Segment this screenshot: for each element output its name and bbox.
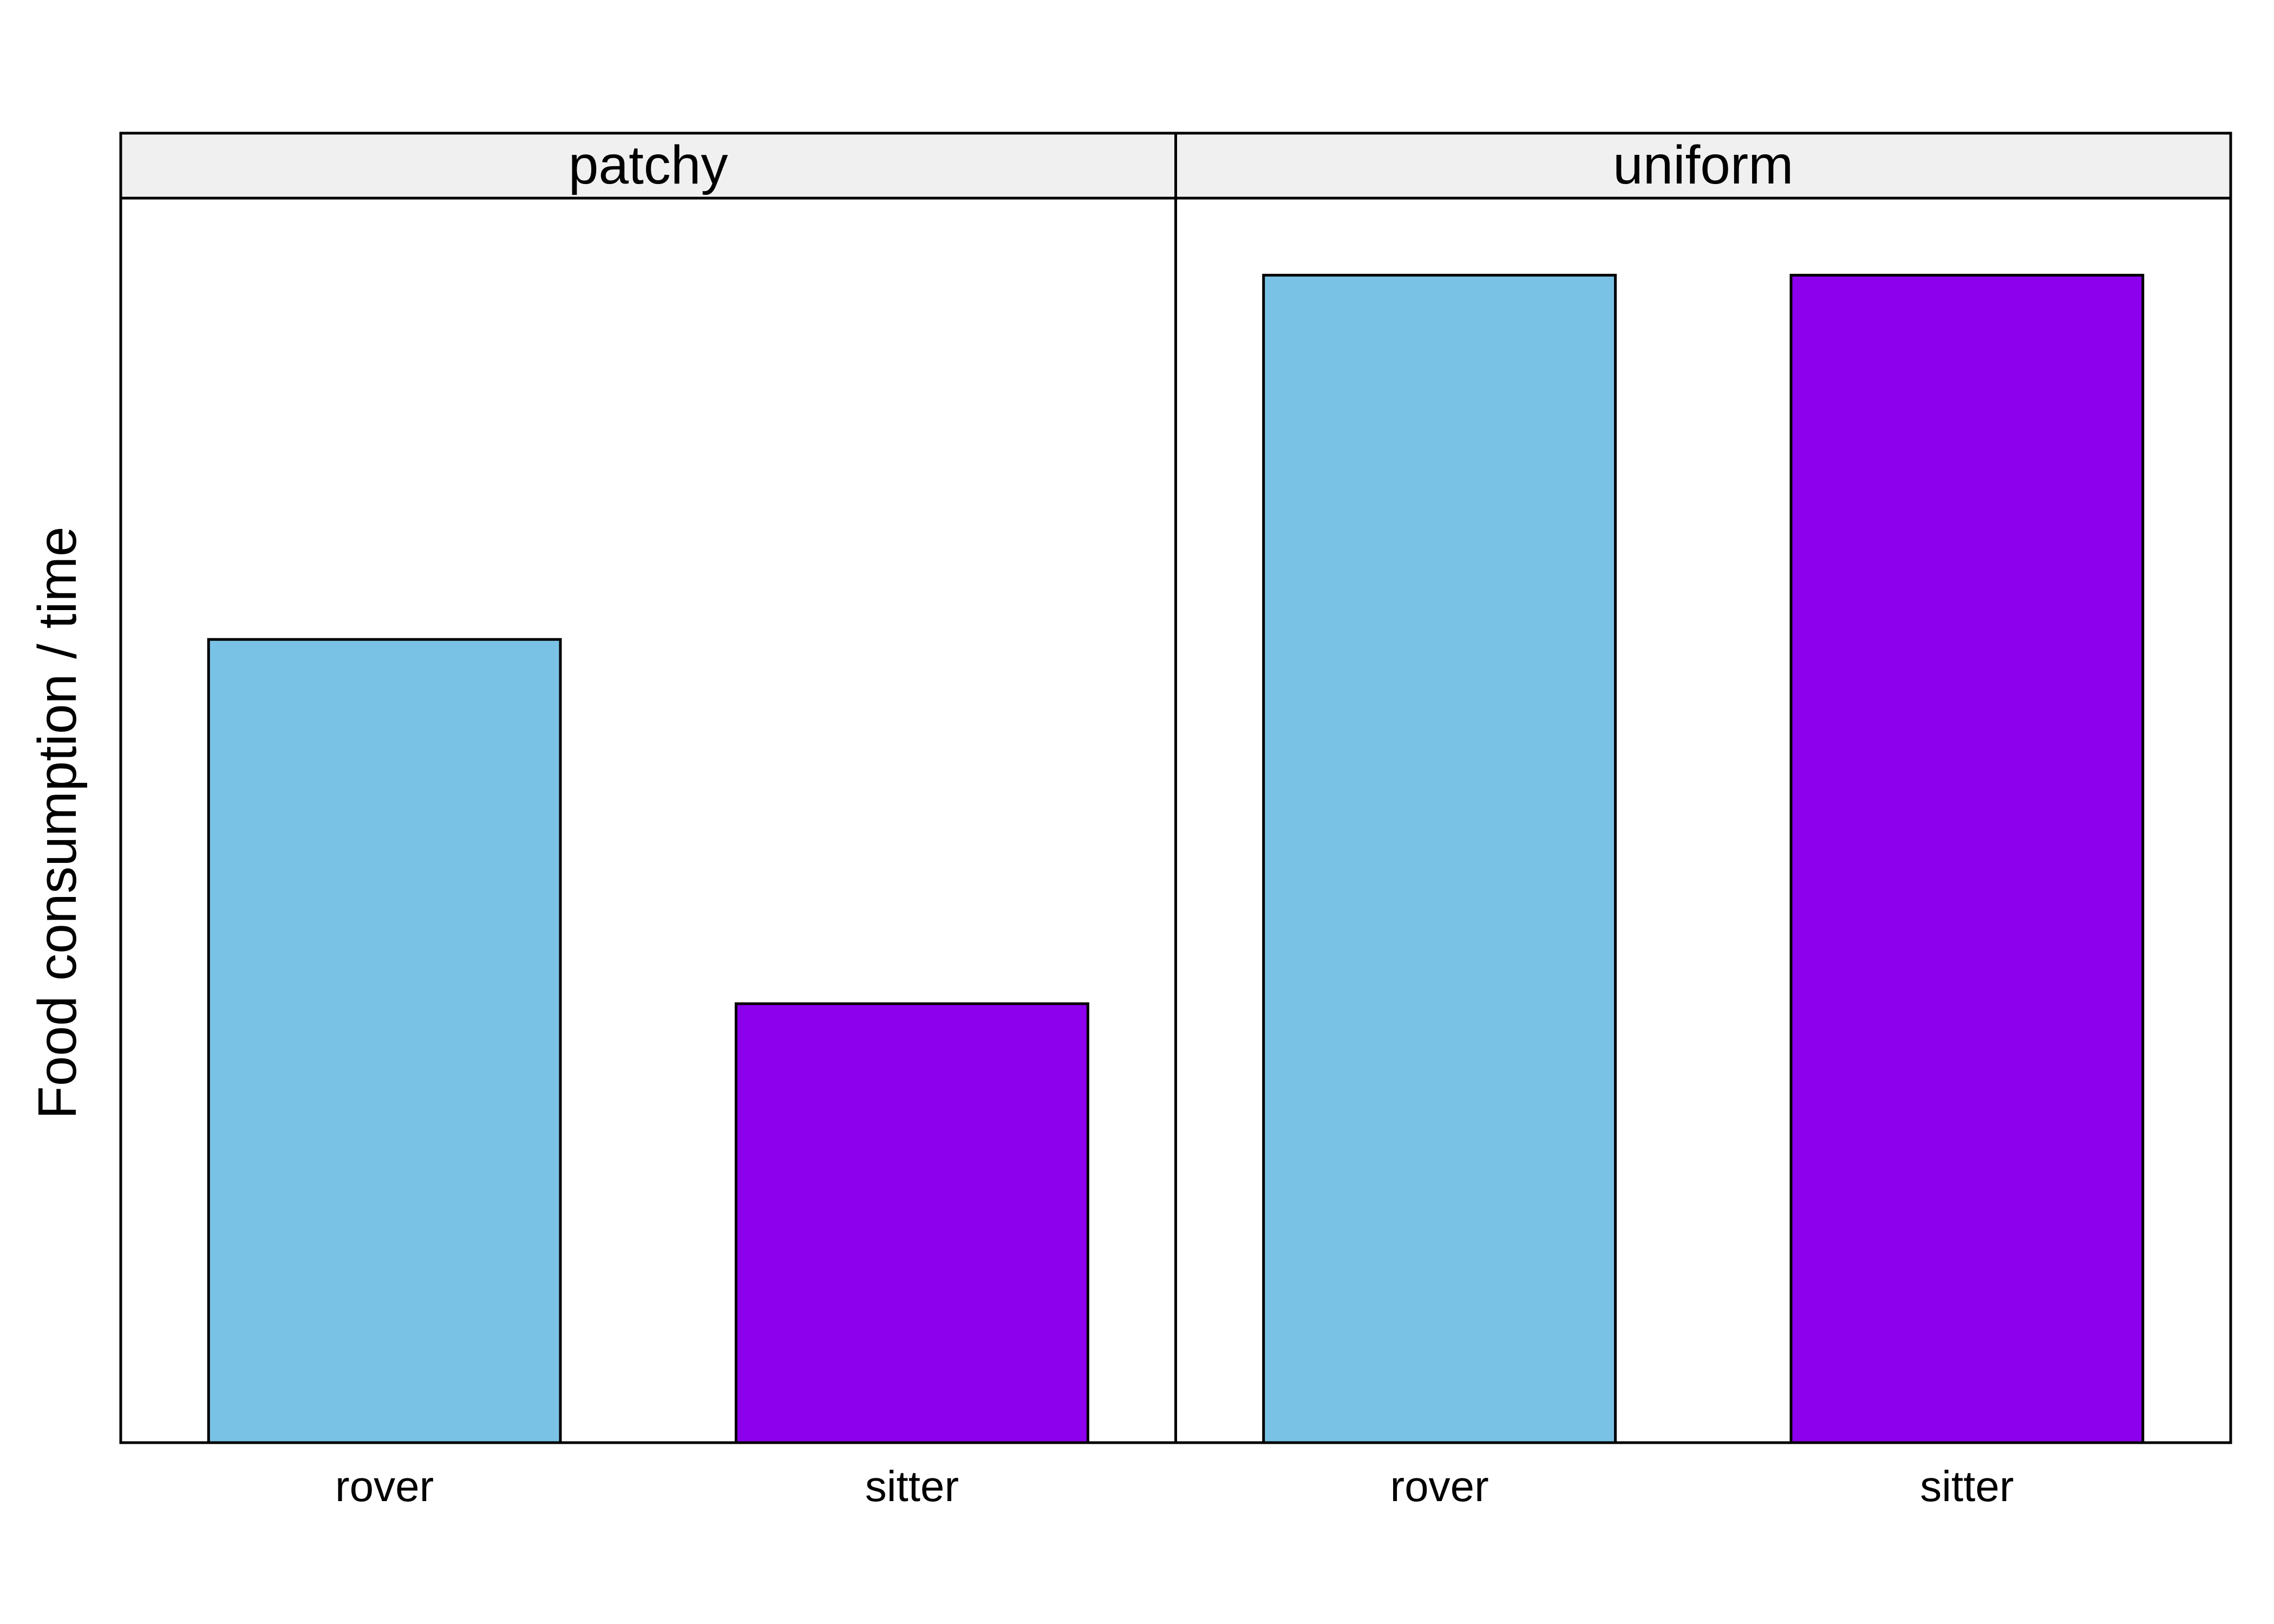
facet-strip-patchy [119, 132, 1177, 200]
y-axis-title: Food consumption / time [27, 527, 88, 1119]
bar-patchy-sitter [734, 1002, 1089, 1444]
bar-uniform-sitter [1789, 273, 2145, 1444]
facet-strip-uniform [1174, 132, 2232, 200]
plot-area: patchy rover sitter uniform rover sitter [119, 132, 2232, 1510]
bar-patchy-rover [207, 638, 562, 1444]
x-tick-label-patchy-sitter: sitter [865, 1462, 959, 1510]
x-tick-label-uniform-sitter: sitter [1920, 1462, 2014, 1510]
facet-panel-uniform [1174, 197, 2232, 1444]
facet-label-uniform: uniform [1613, 135, 1793, 195]
bar-uniform-rover [1262, 273, 1617, 1444]
x-tick-label-patchy-rover: rover [335, 1462, 434, 1510]
x-tick-label-uniform-rover: rover [1390, 1462, 1488, 1510]
facet-label-patchy: patchy [568, 135, 728, 195]
